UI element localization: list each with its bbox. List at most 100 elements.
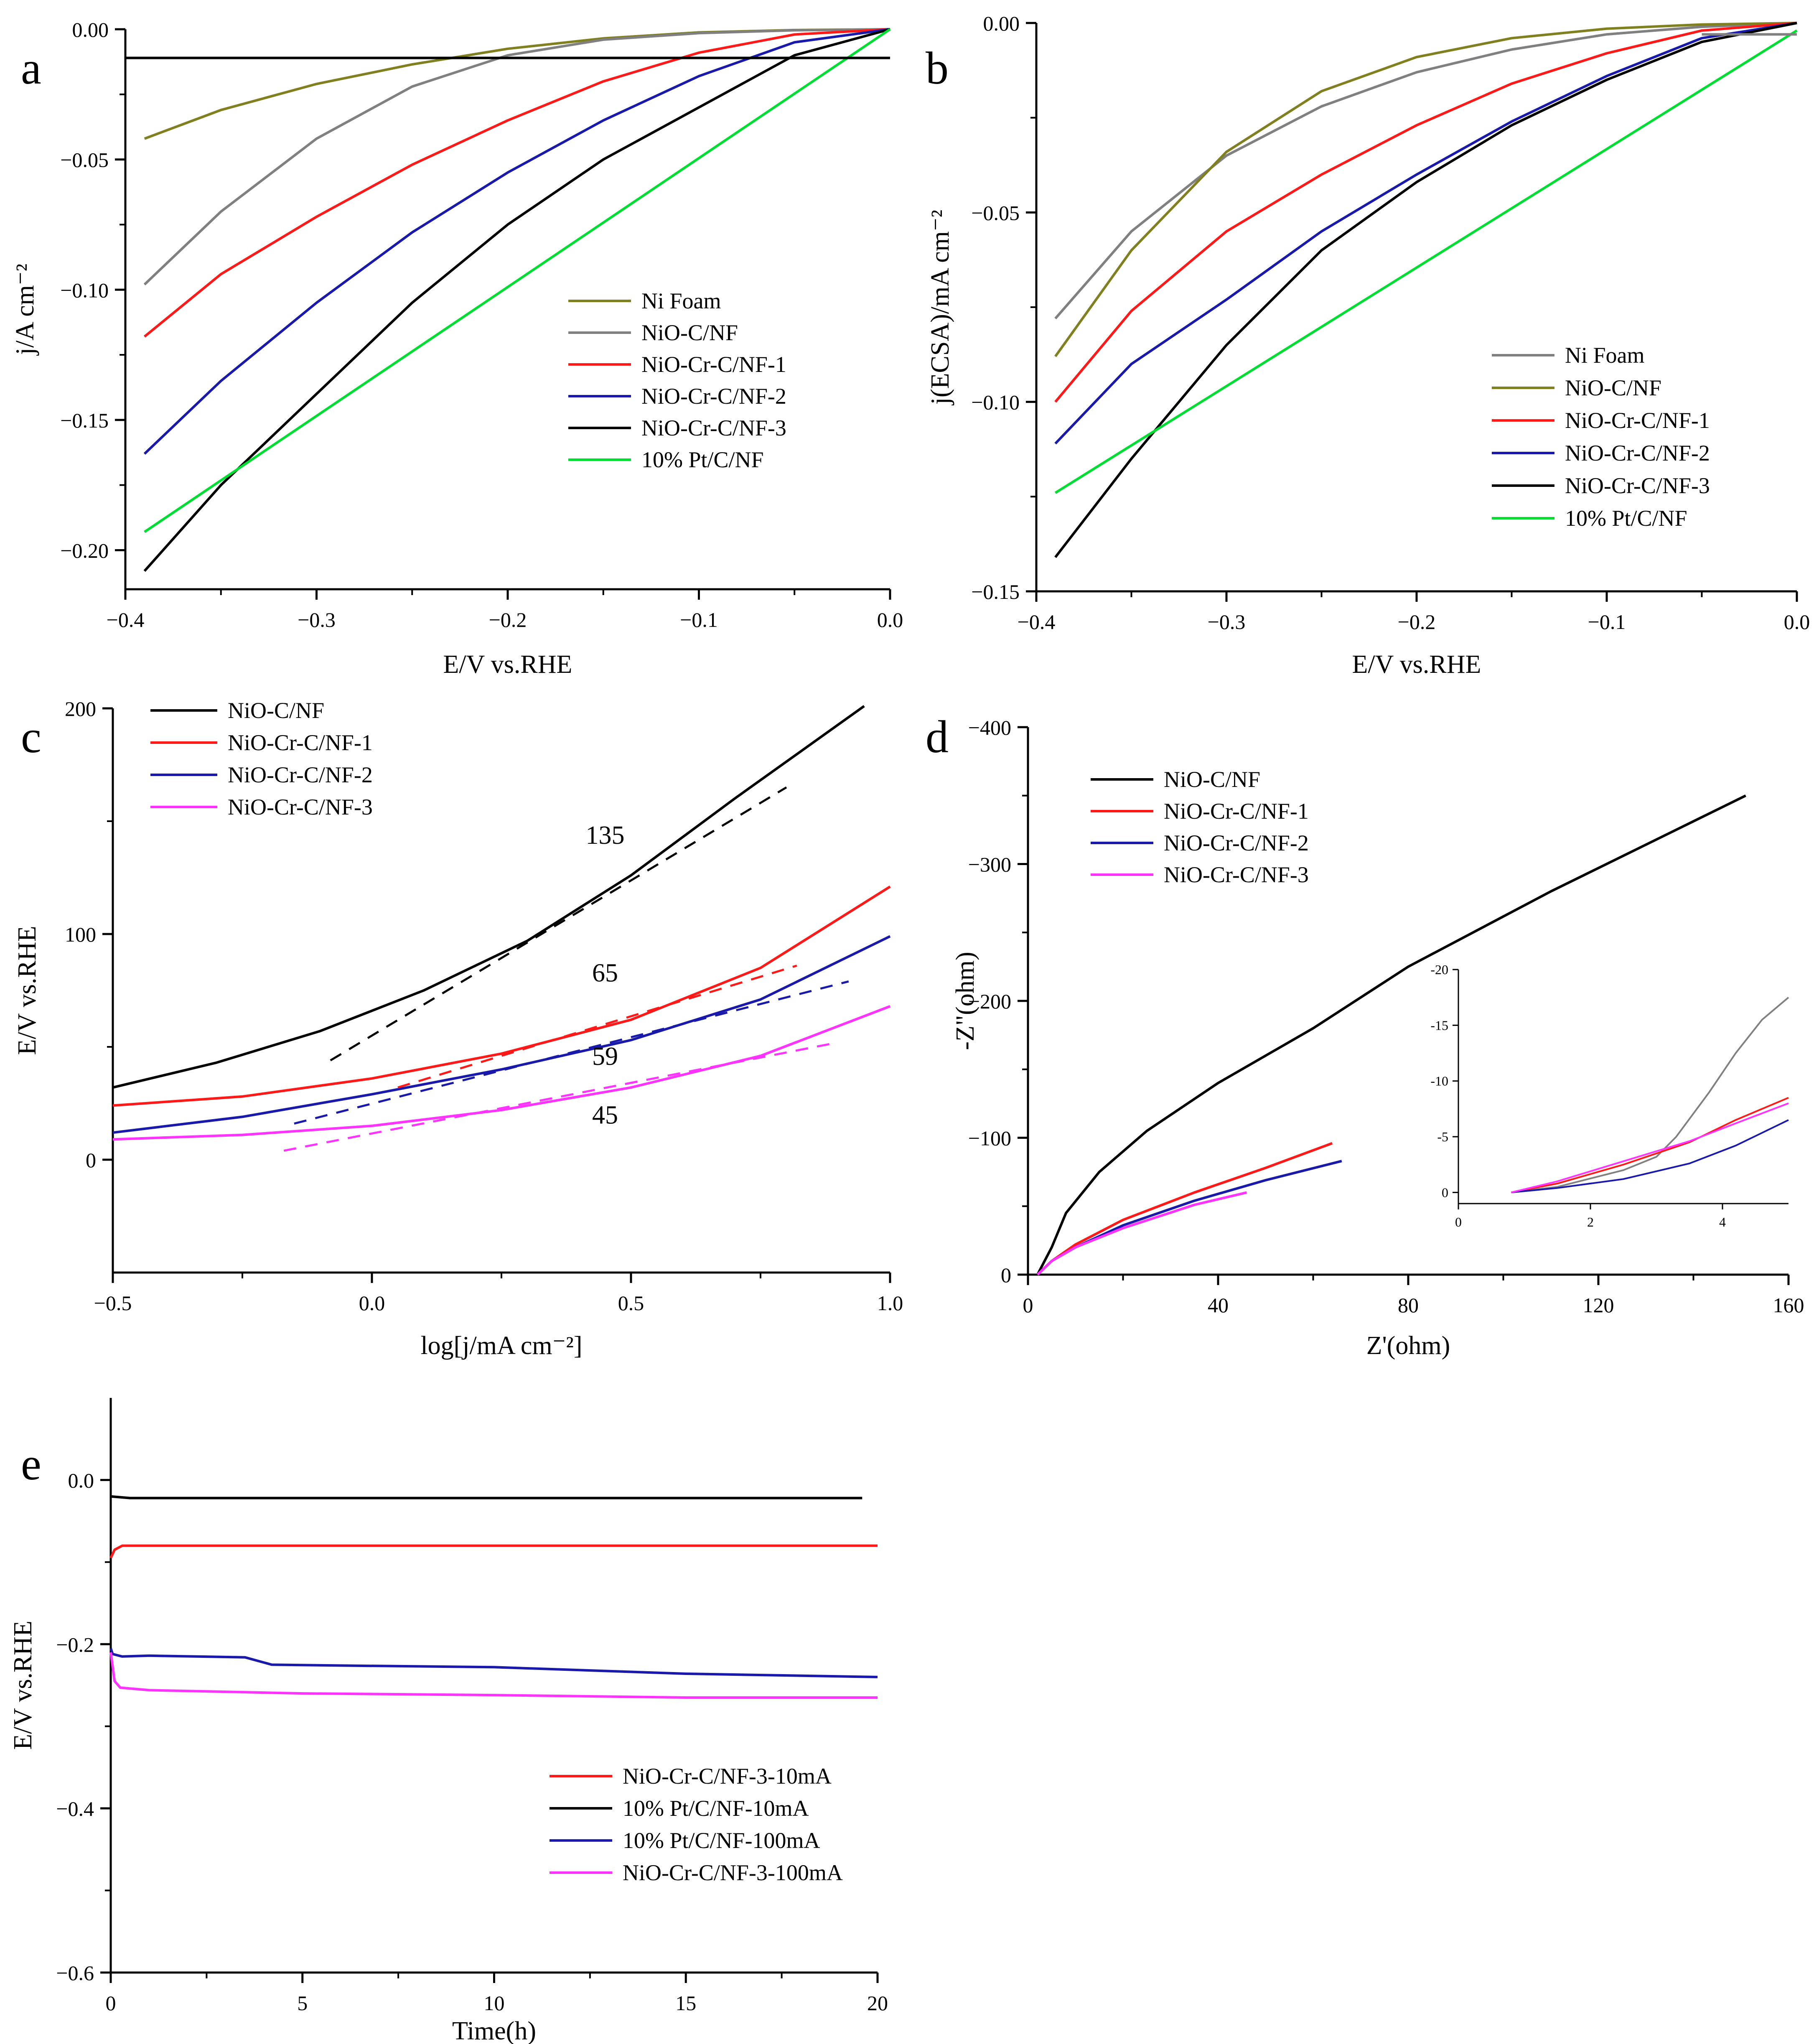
panel-a: a −0.4 −0.3 −0.2 −0.1 0.0 −0.20 −0.15 −0.10 −0.05…: [11, 18, 903, 679]
legend-label: NiO-C/NF: [228, 698, 324, 723]
panel-c: c −0.5 0.0 0.5 1.0 0 100 200 log[j/mA cm⁻²] E/V v…: [13, 697, 903, 1360]
x-tick-label: −0.4: [107, 608, 145, 631]
legend-label: NiO-Cr-C/NF-2: [641, 384, 786, 409]
legend-label: 10% Pt/C/NF-100mA: [623, 1828, 820, 1853]
x-tick-label: 1.0: [877, 1291, 903, 1315]
x-tick-label: −0.3: [298, 608, 336, 631]
legend: NiO-Cr-C/NF-3-10mA 10% Pt/C/NF-10mA 10% Pt…: [550, 1764, 843, 1885]
y-tick-label: −100: [968, 1127, 1011, 1150]
y-axis-label: j(ECSA)/mA cm⁻²: [926, 210, 954, 405]
y-tick-label: −0.10: [971, 391, 1020, 414]
series-2: [1054, 22, 1797, 403]
legend-label: NiO-Cr-C/NF-1: [1164, 799, 1309, 824]
guide-line-4: [330, 786, 787, 1061]
legend: NiO-C/NF NiO-Cr-C/NF-1 NiO-Cr-C/NF-2 NiO-Cr…: [150, 698, 373, 820]
y-tick-label: 100: [65, 923, 96, 946]
inset-series-2: [1511, 1119, 1789, 1194]
legend-label: 10% Pt/C/NF-10mA: [623, 1796, 809, 1821]
x-tick-label: 120: [1583, 1293, 1614, 1317]
y-axis-label: E/V vs.RHE: [9, 1621, 37, 1750]
y-tick-label: 0: [1001, 1263, 1011, 1287]
inset-series-0: [1511, 997, 1789, 1194]
series-4: [1054, 22, 1797, 558]
slope-annotation: 65: [592, 959, 618, 987]
legend-label: NiO-Cr-C/NF-1: [228, 730, 373, 755]
y-tick-label: −0.15: [60, 409, 109, 432]
x-tick-label: −0.2: [489, 608, 527, 631]
y-tick-label: −0.10: [60, 278, 109, 302]
legend-label: 10% Pt/C/NF: [641, 447, 764, 472]
inset-x-tick-label: 4: [1719, 1214, 1726, 1229]
y-tick-label: −300: [968, 853, 1011, 876]
legend-label: NiO-Cr-C/NF-1: [641, 352, 786, 377]
series-3: [1036, 1191, 1247, 1276]
y-axis-label: -Z"(ohm): [951, 952, 979, 1050]
panel-d: d0 40 80 120 1600−100−200−300−400Z'(ohm)-Z"(…: [926, 711, 1804, 1360]
y-axis-label: j/A cm⁻²: [11, 264, 39, 356]
series-4: [143, 28, 890, 572]
legend-label: NiO-Cr-C/NF-1: [1565, 408, 1710, 433]
legend-label: NiO-Cr-C/NF-3: [641, 415, 786, 440]
guide-line-7: [283, 1041, 839, 1152]
panel-letter: e: [21, 1438, 41, 1489]
panel-letter: c: [21, 711, 41, 762]
inset-y-tick-label: -15: [1430, 1018, 1448, 1033]
legend-label: NiO-Cr-C/NF-3: [1164, 862, 1309, 887]
x-tick-label: 40: [1208, 1293, 1229, 1317]
legend-label: NiO-C/NF: [1565, 375, 1661, 400]
legend-label: NiO-Cr-C/NF-2: [228, 762, 373, 787]
x-tick-label: 80: [1398, 1293, 1419, 1317]
legend-label: NiO-Cr-C/NF-2: [1164, 830, 1309, 855]
x-tick-label: −0.2: [1398, 610, 1436, 634]
legend: Ni Foam NiO-C/NF NiO-Cr-C/NF-1 NiO-Cr-C/NF-…: [568, 288, 786, 472]
x-tick-label: 20: [867, 1991, 888, 2015]
x-axis-label: E/V vs.RHE: [443, 650, 572, 679]
x-tick-label: 0.5: [618, 1291, 644, 1315]
x-tick-label: 10: [484, 1991, 505, 2015]
legend-label: 10% Pt/C/NF: [1565, 506, 1687, 531]
slope-annotation: 135: [586, 821, 625, 850]
y-tick-label: −0.2: [56, 1633, 94, 1656]
slope-annotation: 45: [592, 1101, 618, 1130]
series-0: [144, 28, 890, 140]
series-3: [109, 1652, 878, 1699]
series-1: [143, 28, 890, 285]
y-tick-label: −400: [968, 716, 1011, 739]
series-1: [1054, 22, 1797, 357]
y-tick-label: −0.05: [971, 201, 1020, 224]
x-tick-label: 0.0: [1784, 610, 1810, 634]
legend-label: Ni Foam: [641, 288, 721, 313]
x-tick-label: 15: [675, 1991, 696, 2015]
x-tick-label: 5: [297, 1991, 308, 2015]
series-2: [109, 1648, 878, 1678]
x-tick-label: 0.0: [359, 1291, 385, 1315]
guide-line-5: [397, 965, 797, 1089]
y-tick-label: −0.6: [56, 1961, 94, 1985]
x-tick-label: 0: [1023, 1293, 1033, 1317]
series-2: [1036, 1160, 1342, 1276]
legend-label: NiO-Cr-C/NF-3: [1565, 473, 1710, 498]
series-5: [1054, 29, 1798, 494]
legend-label: NiO-Cr-C/NF-3-10mA: [623, 1764, 832, 1789]
legend: NiO-C/NF NiO-Cr-C/NF-1 NiO-Cr-C/NF-2 NiO-Cr…: [1091, 767, 1309, 887]
x-tick-label: −0.5: [94, 1291, 132, 1315]
panel-letter: d: [926, 711, 949, 762]
series-1: [112, 886, 891, 1107]
panel-e: e 0 5 10 15 20 −0.6 −0.4 −0.2 0.0 Time(h) E/V vs.RH…: [9, 1398, 888, 2044]
series-3: [112, 1005, 891, 1141]
x-tick-label: −0.3: [1208, 610, 1246, 634]
legend-label: NiO-Cr-C/NF-3-100mA: [623, 1860, 843, 1885]
y-tick-label: −200: [968, 990, 1011, 1013]
panel-letter: a: [21, 43, 41, 94]
y-tick-label: 0: [86, 1148, 96, 1172]
legend: Ni Foam NiO-C/NF NiO-Cr-C/NF-1 NiO-Cr-C/NF-…: [1492, 343, 1710, 531]
legend-label: Ni Foam: [1565, 343, 1645, 368]
inset: 0 2 4 0 -5 -10 -15 -20: [1430, 962, 1789, 1229]
inset-x-tick-label: 0: [1455, 1214, 1462, 1229]
x-tick-label: 0: [106, 1991, 116, 2015]
x-tick-label: 160: [1773, 1293, 1804, 1317]
y-tick-label: 0.00: [72, 18, 109, 41]
slope-annotation: 59: [592, 1042, 618, 1071]
inset-y-tick-label: 0: [1442, 1185, 1448, 1200]
x-tick-label: −0.1: [680, 608, 718, 631]
